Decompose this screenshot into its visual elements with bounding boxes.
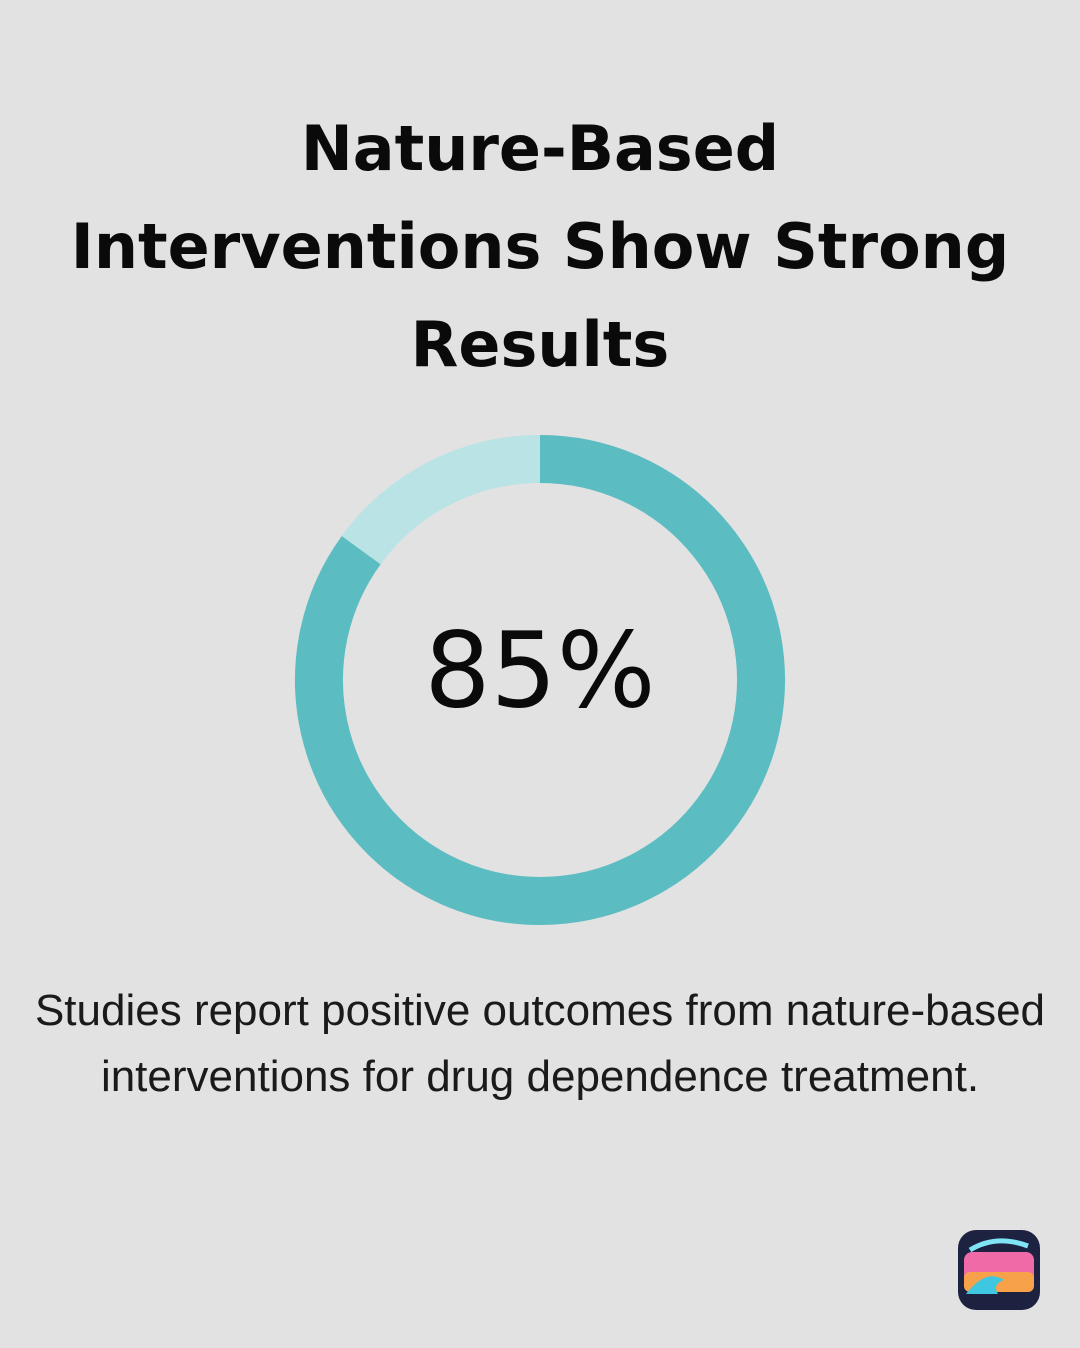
chart-title: Nature-Based Interventions Show Strong R… xyxy=(70,112,1010,381)
donut-track xyxy=(341,435,541,565)
caption: Studies report positive outcomes from na… xyxy=(34,986,1046,1101)
logo-wave xyxy=(966,1276,1004,1294)
chart: 85% xyxy=(295,435,785,925)
donut-segment xyxy=(295,435,785,925)
logo xyxy=(958,1230,1040,1310)
value-label: 85% xyxy=(424,609,655,731)
logo-script xyxy=(968,1238,1029,1253)
